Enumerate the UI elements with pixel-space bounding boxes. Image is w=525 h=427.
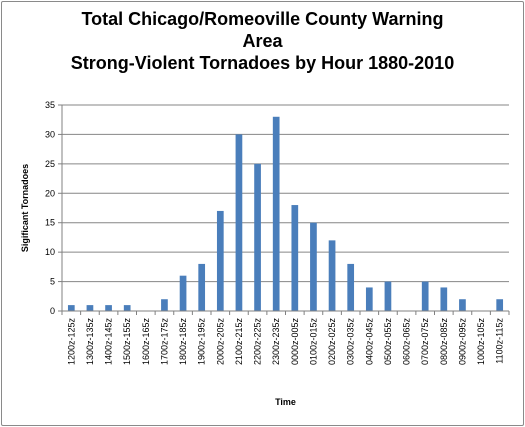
x-tick-label: 1100z-115z <box>495 318 505 364</box>
x-tick-label: 0600z-065z <box>402 318 412 366</box>
x-tick-label: 1700z-175z <box>159 318 169 366</box>
y-tick-label: 0 <box>50 306 55 316</box>
x-tick-label: 1900z-195z <box>197 318 207 366</box>
y-axis-label: Sigificant Tornadoes <box>20 164 30 252</box>
x-tick-label: 1000z-105z <box>476 318 486 366</box>
x-tick-label: 2100z-215z <box>234 318 244 366</box>
bar <box>328 240 336 311</box>
y-tick-label: 25 <box>45 159 55 169</box>
x-tick-label: 1600z-165z <box>141 318 151 366</box>
bar <box>365 287 373 311</box>
gridlines <box>62 104 509 283</box>
bar <box>440 287 448 311</box>
x-tick-label: 1500z-155z <box>122 318 132 366</box>
bar <box>67 305 75 311</box>
x-tick-label: 0300z-035z <box>346 318 356 366</box>
x-tick-label: 0800z-085z <box>439 318 449 366</box>
bar <box>86 305 94 311</box>
bar <box>421 281 429 311</box>
y-tick-label: 20 <box>45 188 55 198</box>
chart-title-line-1: Total Chicago/Romeoville County Warning <box>81 9 444 29</box>
x-tick-label: 0000z-005z <box>290 318 300 366</box>
bar <box>161 299 168 311</box>
x-tick-label: 2200z-225z <box>253 318 263 366</box>
y-axis-ticks: 0 5 10 15 20 25 30 35 <box>45 100 62 316</box>
x-tick-label: 0400z-045z <box>364 318 374 366</box>
bar <box>179 275 187 311</box>
bar <box>291 205 299 311</box>
chart-title: Total Chicago/Romeoville County Warning … <box>0 8 525 74</box>
y-tick-label: 5 <box>50 277 55 287</box>
bar <box>310 222 317 311</box>
x-tick-label: 0900z-095z <box>457 318 467 366</box>
bar <box>459 299 466 311</box>
y-tick-label: 15 <box>45 218 55 228</box>
x-tick-label: 0100z-015z <box>308 318 318 366</box>
bar <box>384 281 392 311</box>
y-tick-label: 10 <box>45 247 55 257</box>
bar <box>272 116 280 312</box>
bar <box>496 299 504 311</box>
bar <box>235 134 243 311</box>
bar <box>198 263 206 311</box>
x-tick-label: 2000z-205z <box>215 318 225 366</box>
chart-title-line-2: Area <box>242 31 283 51</box>
x-axis-ticks: 1200z-125z 1300z-135z 1400z-145z 1500z-155z… <box>61 311 510 366</box>
x-tick-label: 2300z-235z <box>271 318 281 366</box>
bar <box>347 263 355 311</box>
chart-title-line-3: Strong-Violent Tornadoes by Hour 1880-20… <box>70 53 455 73</box>
y-tick-label: 35 <box>45 100 55 110</box>
x-tick-label: 0200z-025z <box>327 318 337 366</box>
bar <box>216 210 224 311</box>
x-tick-label: 0500z-055z <box>383 318 393 366</box>
bar <box>254 163 261 311</box>
x-tick-label: 1200z-125z <box>66 318 76 366</box>
x-tick-label: 1800z-185z <box>178 318 188 366</box>
y-tick-label: 30 <box>45 129 55 139</box>
bars <box>67 116 504 312</box>
x-axis-label: Time <box>275 397 296 407</box>
bar <box>123 305 131 311</box>
x-tick-label: 1400z-145z <box>104 318 114 366</box>
x-tick-label: 0700z-075z <box>420 318 430 366</box>
bar <box>105 305 112 311</box>
x-tick-label: 1300z-135z <box>85 318 95 366</box>
